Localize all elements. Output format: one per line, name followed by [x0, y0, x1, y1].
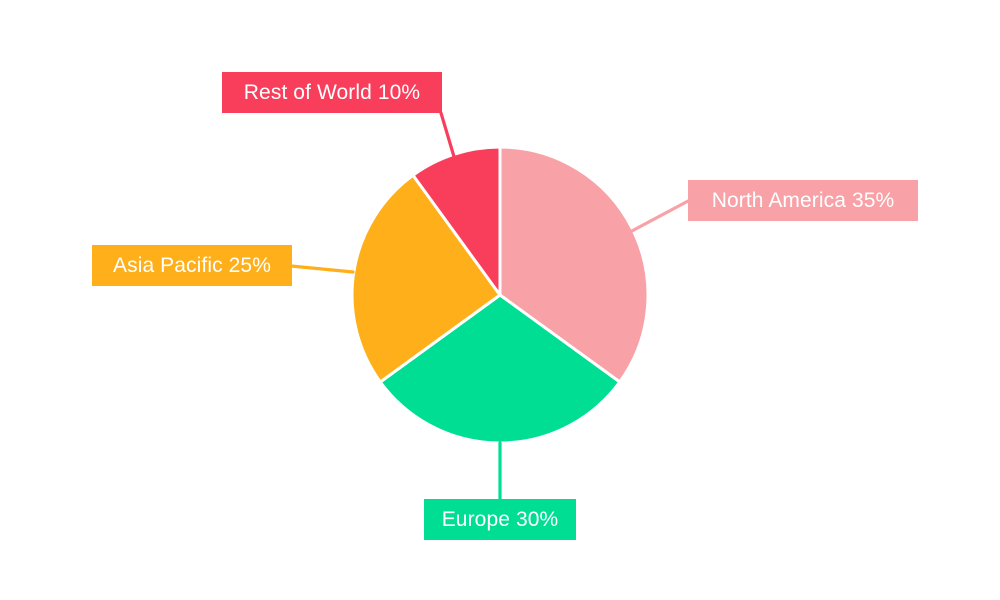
pie-label-europe-text: Europe 30%: [441, 508, 559, 531]
pie-leader-lines: [289, 111, 692, 502]
pie-label-rest-of-world[interactable]: Rest of World 10%: [222, 72, 442, 113]
pie-label-north-america[interactable]: North America 35%: [688, 180, 918, 221]
leader-line-asia-pacific: [289, 264, 355, 274]
pie-label-asia-pacific-text: Asia Pacific 25%: [112, 254, 271, 277]
leader-line-rest-of-world: [439, 111, 457, 162]
pie-slice-north-america[interactable]: [498, 145, 650, 384]
pie-label-asia-pacific[interactable]: Asia Pacific 25%: [92, 245, 292, 286]
leader-line-north-america: [628, 198, 692, 234]
pie-label-europe[interactable]: Europe 30%: [424, 499, 576, 540]
pie-slices: [350, 145, 650, 445]
pie-label-north-america-text: North America 35%: [711, 189, 895, 212]
pie-label-rest-of-world-text: Rest of World 10%: [243, 81, 421, 104]
